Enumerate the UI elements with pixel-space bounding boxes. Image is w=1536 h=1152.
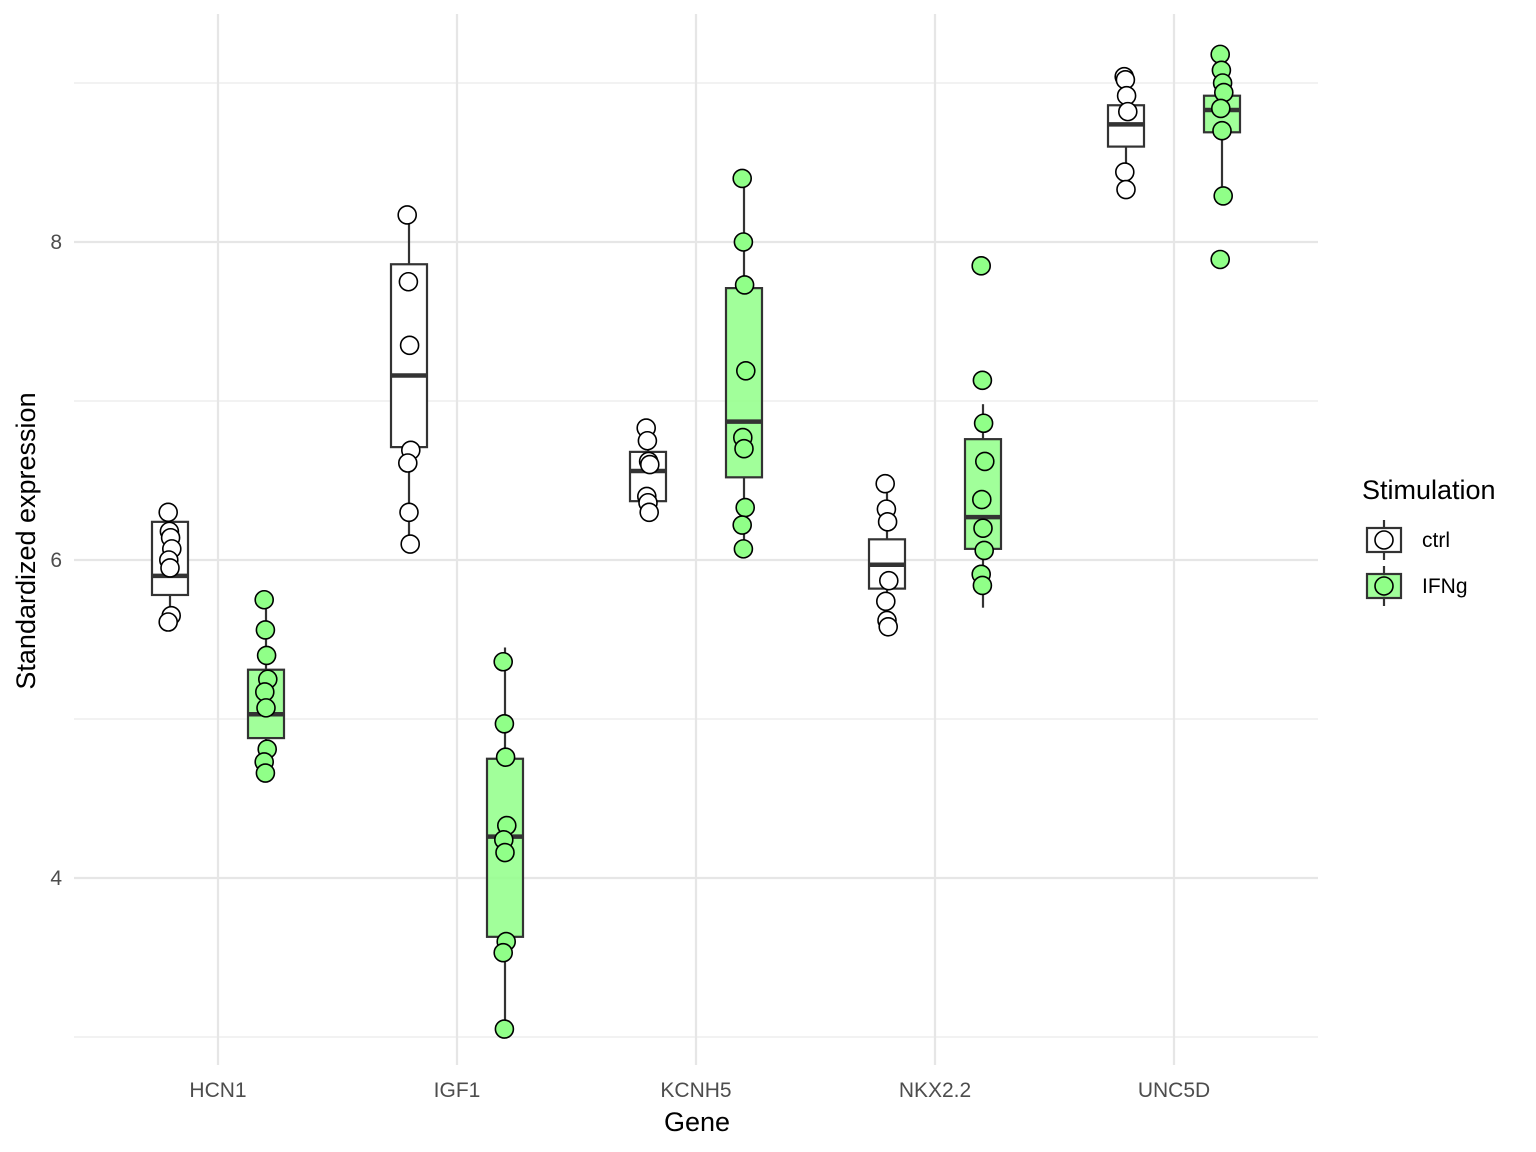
data-point-ctrl bbox=[1116, 179, 1136, 200]
y-tick-label: 8 bbox=[50, 231, 62, 254]
data-point-ctrl bbox=[400, 534, 421, 554]
data-point-ctrl bbox=[397, 453, 418, 473]
data-point-ctrl bbox=[1115, 162, 1135, 182]
data-point-IFNg bbox=[732, 515, 753, 535]
data-point-ctrl bbox=[878, 616, 899, 637]
data-point-IFNg bbox=[1211, 98, 1231, 119]
data-point-IFNg bbox=[734, 438, 754, 459]
legend-entry-ctrl: ctrl bbox=[1365, 520, 1450, 560]
y-tick-label: 4 bbox=[50, 867, 62, 890]
box-ctrl-IGF1 bbox=[389, 214, 429, 545]
data-point-IFNg bbox=[734, 275, 755, 295]
data-point-IFNg bbox=[974, 540, 995, 561]
data-point-IFNg bbox=[493, 942, 514, 963]
x-tick-label: NKX2.2 bbox=[899, 1079, 971, 1102]
x-tick-label: IGF1 bbox=[434, 1079, 481, 1102]
data-point-IFNg bbox=[973, 413, 994, 434]
grid-major bbox=[74, 14, 1318, 1065]
y-tick-label: 6 bbox=[50, 549, 62, 572]
data-point-ctrl bbox=[397, 205, 418, 225]
data-point-IFNg bbox=[733, 232, 754, 252]
data-point-IFNg bbox=[1210, 249, 1230, 270]
x-tick-label: UNC5D bbox=[1138, 1079, 1210, 1102]
x-tick-label: KCNH5 bbox=[660, 1079, 731, 1102]
legend-title: Stimulation bbox=[1362, 475, 1496, 505]
x-axis-tick-labels: HCN1 IGF1 KCNH5 NKX2.2 UNC5D bbox=[189, 1079, 1210, 1102]
data-point-ctrl bbox=[398, 271, 419, 292]
data-point-ctrl bbox=[639, 502, 660, 523]
data-point-IFNg bbox=[1214, 82, 1234, 103]
data-point-IFNg bbox=[494, 1019, 515, 1039]
y-axis-tick-labels: 4 6 8 bbox=[50, 231, 62, 890]
data-point-IFNg bbox=[494, 713, 515, 734]
legend-label: ctrl bbox=[1422, 529, 1450, 552]
data-point-IFNg bbox=[1212, 120, 1232, 141]
data-point-IFNg bbox=[495, 842, 515, 863]
data-point-ctrl bbox=[878, 570, 899, 591]
data-point-ctrl bbox=[160, 558, 180, 578]
legend-entry-IFNg: IFNg bbox=[1365, 566, 1468, 606]
data-point-IFNg bbox=[733, 539, 754, 559]
data-point-ctrl bbox=[639, 454, 660, 475]
data-point-IFNg bbox=[971, 256, 992, 276]
data-point-ctrl bbox=[158, 502, 178, 523]
data-point-IFNg bbox=[255, 620, 276, 640]
data-point-IFNg bbox=[256, 698, 276, 718]
legend-label: IFNg bbox=[1422, 575, 1468, 598]
data-point-ctrl bbox=[877, 512, 898, 532]
legend-key-point bbox=[1374, 576, 1394, 596]
data-point-IFNg bbox=[973, 518, 993, 539]
legend-key-point bbox=[1374, 530, 1394, 550]
data-point-IFNg bbox=[735, 497, 756, 518]
data-point-IFNg bbox=[493, 651, 514, 672]
data-point-IFNg bbox=[256, 645, 277, 666]
data-point-IFNg bbox=[495, 747, 516, 767]
data-point-ctrl bbox=[875, 473, 896, 494]
data-point-IFNg bbox=[971, 489, 992, 510]
points bbox=[158, 44, 1234, 1039]
x-axis-title: Gene bbox=[664, 1107, 730, 1137]
data-point-IFNg bbox=[254, 589, 275, 610]
y-axis-title: Standardized expression bbox=[11, 392, 41, 689]
data-point-IFNg bbox=[1213, 186, 1233, 206]
legend-entries: ctrl IFNg bbox=[1365, 520, 1468, 606]
data-point-ctrl bbox=[1118, 101, 1138, 122]
data-point-ctrl bbox=[637, 430, 658, 451]
data-point-IFNg bbox=[732, 168, 753, 189]
data-point-ctrl bbox=[875, 591, 896, 612]
x-tick-label: HCN1 bbox=[189, 1079, 246, 1102]
data-point-IFNg bbox=[255, 763, 276, 783]
data-point-IFNg bbox=[972, 575, 993, 596]
data-point-IFNg bbox=[735, 360, 756, 381]
data-point-IFNg bbox=[972, 370, 993, 391]
data-point-ctrl bbox=[399, 335, 420, 356]
legend: Stimulation ctrl IFNg bbox=[1362, 475, 1496, 606]
box-iqr bbox=[389, 263, 429, 449]
data-point-IFNg bbox=[974, 451, 995, 472]
data-point-ctrl bbox=[399, 502, 419, 523]
data-point-ctrl bbox=[158, 612, 178, 632]
